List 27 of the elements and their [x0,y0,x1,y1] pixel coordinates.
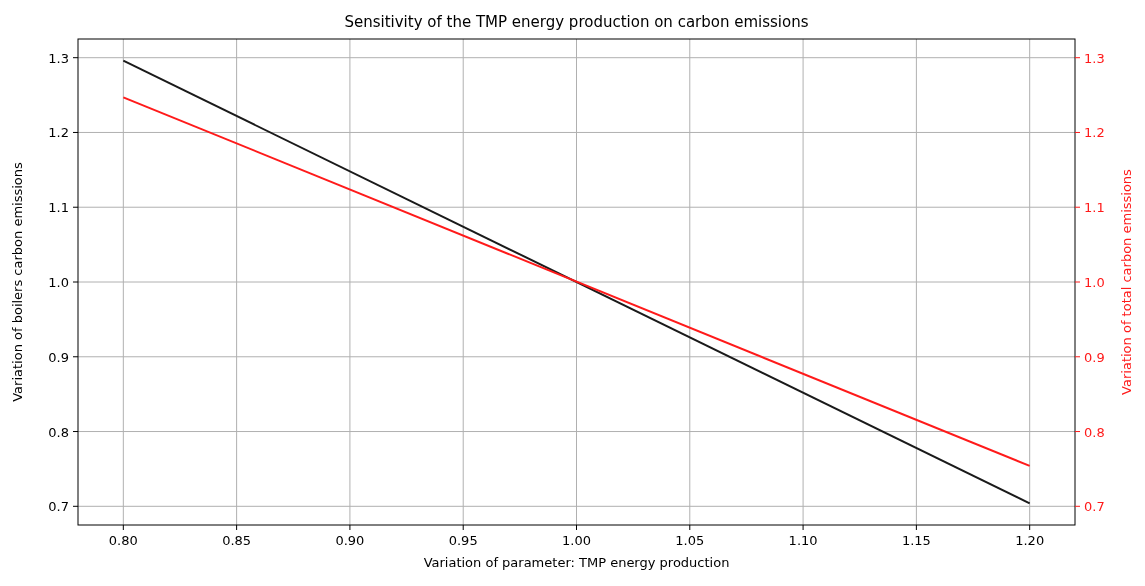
x-tick-label: 0.95 [448,533,478,548]
x-tick-label: 1.20 [1015,533,1045,548]
y-tick-label: 1.0 [48,275,69,290]
y2-tick-label: 1.0 [1084,275,1105,290]
x-tick-label: 1.00 [562,533,591,548]
y-tick-label: 0.8 [48,424,69,440]
x-tick-label: 1.15 [901,533,931,548]
y-tick-label: 0.9 [48,349,69,365]
y2-tick-label: 1.1 [1084,200,1105,216]
y2-tick-label: 0.9 [1084,349,1105,365]
x-tick-label: 1.05 [675,533,705,548]
y-axis-title: Variation of boilers carbon emissions [10,161,25,402]
chart-title: Sensitivity of the TMP energy production on carbon emissions [344,13,809,31]
y2-tick-label: 1.2 [1084,125,1105,141]
x-tick-label: 0.85 [222,533,252,548]
x-axis-title: Variation of parameter: TMP energy production [423,555,730,570]
x-tick-label: 0.90 [335,533,365,548]
y-tick-label: 1.2 [48,125,69,141]
y2-tick-label: 0.7 [1084,499,1105,515]
x-tick-label: 0.80 [108,533,138,548]
y2-tick-label: 0.8 [1084,424,1105,440]
x-tick-label: 1.10 [788,533,818,548]
y-tick-label: 1.3 [48,50,69,66]
y2-tick-label: 1.3 [1084,50,1105,66]
y-tick-label: 1.1 [48,200,69,216]
y2-axis-title: Variation of total carbon emissions [1119,168,1134,395]
y-tick-label: 0.7 [48,499,69,515]
